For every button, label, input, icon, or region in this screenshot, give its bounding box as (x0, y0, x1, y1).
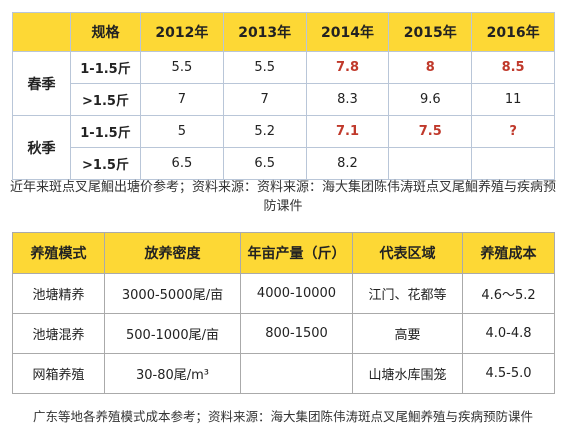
cell: 7 (222, 83, 307, 116)
cost-table: 养殖模式 放养密度 年亩产量（斤） 代表区域 养殖成本 池塘精养 3000-50… (12, 232, 555, 394)
cell: 7 (140, 83, 224, 116)
cell: ? (471, 115, 555, 148)
cell: 网箱养殖 (12, 353, 105, 394)
cell: 4000-10000 (240, 273, 353, 314)
row: >1.5斤 6.5 6.5 8.2 (13, 147, 555, 180)
row: 秋季 1-1.5斤 5 5.2 7.1 7.5 ? (12, 115, 555, 180)
cell: 江门、花都等 (352, 273, 463, 314)
cell: 6.5 (222, 147, 307, 180)
cell: 5.5 (222, 51, 307, 84)
cell: 池塘精养 (12, 273, 105, 314)
cell: 11 (471, 83, 555, 116)
cell: 池塘混养 (12, 313, 105, 354)
caption: 近年来斑点叉尾鮰出塘价参考；资料来源：资料来源：海大集团陈伟涛斑点叉尾鮰养殖与疾… (9, 180, 556, 214)
cell (471, 147, 555, 180)
caption: 广东等地各养殖模式成本参考；资料来源：海大集团陈伟涛斑点叉尾鮰养殖与疾病预防课件 (32, 409, 533, 424)
cell: 500-1000尾/亩 (104, 313, 241, 354)
row: 池塘混养 500-1000尾/亩 800-1500 高要 4.0-4.8 (12, 313, 555, 354)
cell: 4.0-4.8 (462, 313, 555, 354)
header-cell: 规格 (70, 12, 141, 52)
header-cell: 2014年 (305, 12, 390, 52)
header-row: 养殖模式 放养密度 年亩产量（斤） 代表区域 养殖成本 (12, 232, 555, 274)
header-cell: 代表区域 (352, 232, 463, 274)
row: 春季 1-1.5斤 5.5 5.5 7.8 8 8.5 (12, 51, 555, 116)
spec-cell: >1.5斤 (70, 147, 141, 180)
header-cell: 2015年 (388, 12, 473, 52)
row: 网箱养殖 30-80尾/m³ 山塘水库围笼 4.5-5.0 (12, 353, 555, 394)
header-cell: 2012年 (140, 12, 224, 52)
cell: 4.5-5.0 (462, 353, 555, 394)
cell: 4.6～5.2 (462, 273, 555, 314)
header-cell: 年亩产量（斤） (240, 232, 353, 274)
cell: 高要 (352, 313, 463, 354)
header-cell: 养殖成本 (462, 232, 555, 274)
spec-cell: >1.5斤 (70, 83, 141, 116)
header-cell: 放养密度 (104, 232, 241, 274)
cell: 6.5 (140, 147, 224, 180)
cell: 8 (388, 51, 473, 84)
season-cell: 秋季 (12, 115, 71, 180)
header-cell: 2013年 (222, 12, 307, 52)
spec-cell: 1-1.5斤 (70, 115, 141, 148)
cell: 7.5 (388, 115, 473, 148)
cell: 30-80尾/m³ (104, 353, 241, 394)
cell: 8.2 (305, 147, 390, 180)
header-cell: 2016年 (471, 12, 555, 52)
header-row: 规格 2012年 2013年 2014年 2015年 2016年 (12, 12, 555, 52)
header-cell: 养殖模式 (12, 232, 105, 274)
cell: 7.8 (305, 51, 390, 84)
cell (240, 353, 353, 394)
cell (388, 147, 473, 180)
cell: 3000-5000尾/亩 (104, 273, 241, 314)
cell: 5 (140, 115, 224, 148)
cell: 9.6 (388, 83, 473, 116)
cell: 山塘水库围笼 (352, 353, 463, 394)
cell: 800-1500 (240, 313, 353, 354)
season-cell: 春季 (12, 51, 71, 116)
price-table: 规格 2012年 2013年 2014年 2015年 2016年 春季 1-1.… (12, 12, 555, 180)
cell: 8.3 (305, 83, 390, 116)
row: >1.5斤 7 7 8.3 9.6 11 (13, 83, 555, 116)
cell: 5.2 (222, 115, 307, 148)
row: 池塘精养 3000-5000尾/亩 4000-10000 江门、花都等 4.6～… (12, 273, 555, 314)
cell: 7.1 (305, 115, 390, 148)
cell: 8.5 (471, 51, 555, 84)
spec-cell: 1-1.5斤 (70, 51, 141, 84)
header-cell (12, 12, 71, 52)
cell: 5.5 (140, 51, 224, 84)
